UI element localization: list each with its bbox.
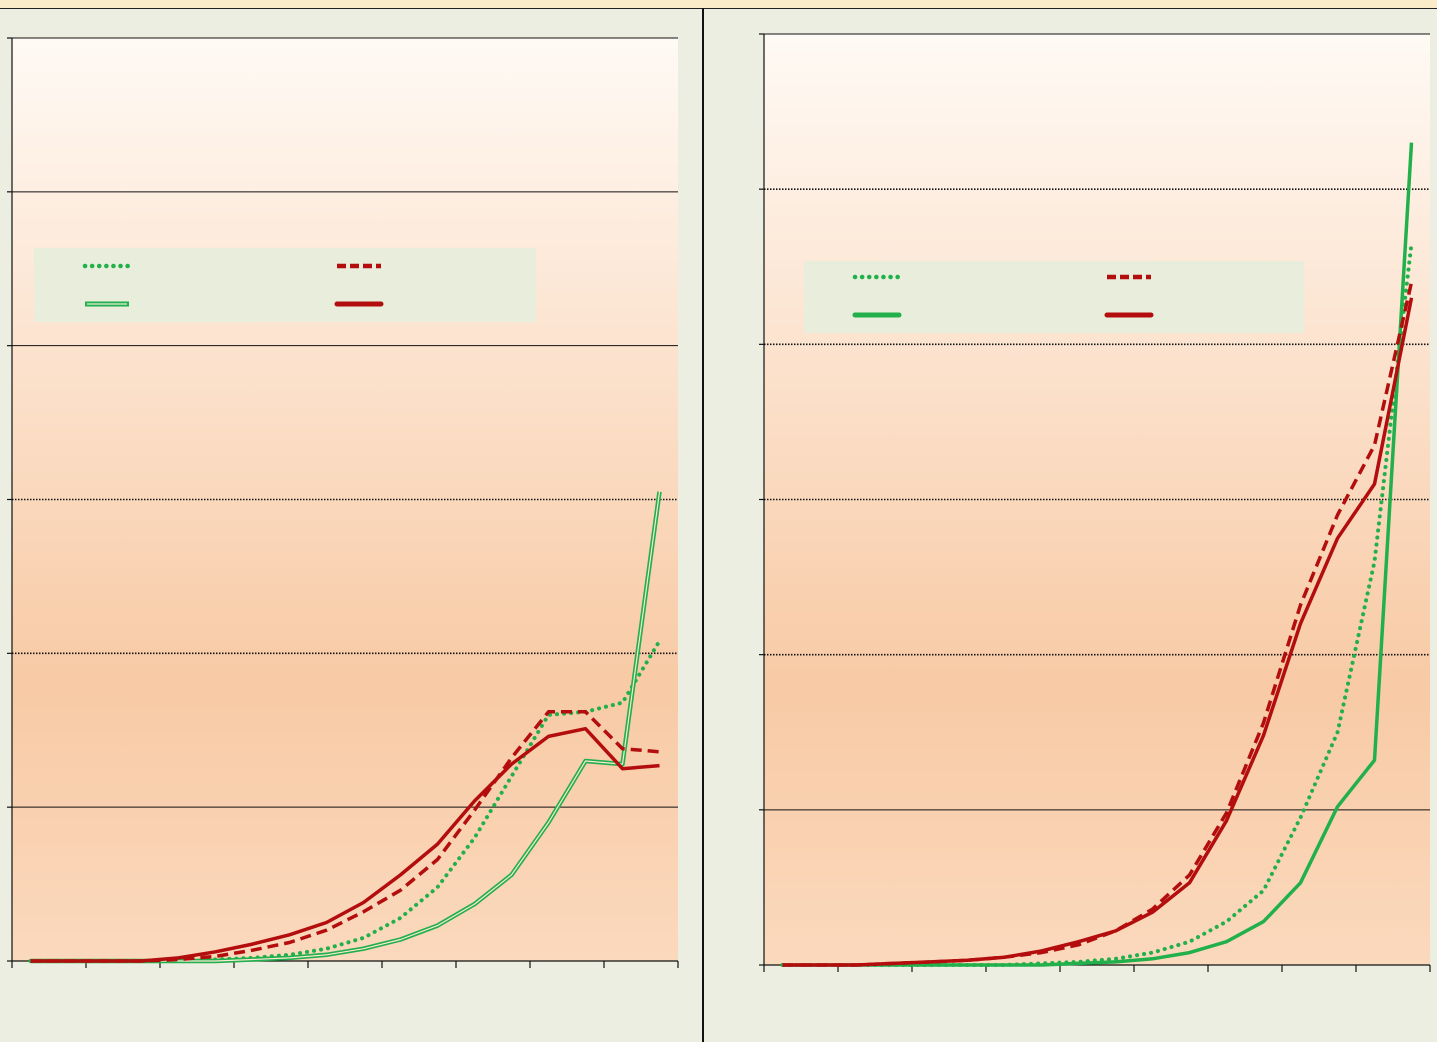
series-line-4 — [30, 726, 660, 963]
left-chart — [7, 37, 679, 968]
series-line-4 — [782, 297, 1414, 967]
legend-box — [34, 248, 536, 322]
right-chart — [759, 33, 1431, 972]
legend-box — [804, 261, 1304, 333]
top-band — [0, 0, 1437, 9]
panel-divider — [702, 8, 704, 1042]
